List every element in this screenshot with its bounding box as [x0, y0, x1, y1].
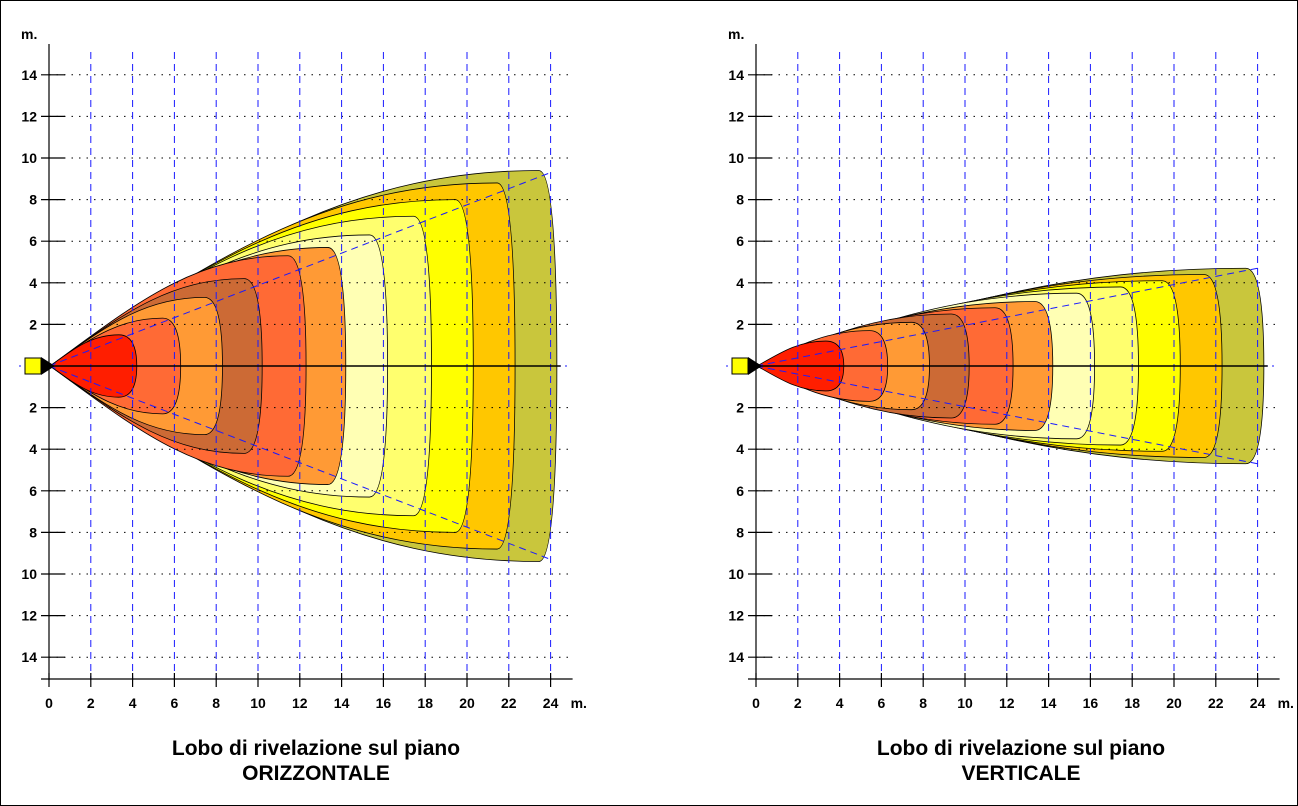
x-tick-label: 4 — [836, 695, 844, 711]
y-tick-label: 4 — [29, 441, 37, 457]
x-tick-label: 2 — [87, 695, 95, 711]
caption-vertical: Lobo di rivelazione sul piano VERTICALE — [746, 736, 1296, 786]
y-tick-label: 10 — [728, 566, 744, 582]
guide-line-upper — [48, 172, 551, 367]
y-tick-label: 12 — [21, 108, 37, 124]
y-tick-label: 8 — [736, 524, 744, 540]
x-tick-label: 14 — [1041, 695, 1057, 711]
x-tick-label: 14 — [334, 695, 350, 711]
y-tick-label: 6 — [736, 483, 744, 499]
sensor-icon — [24, 357, 42, 375]
y-tick-label: 4 — [736, 275, 744, 291]
x-tick-label: 24 — [1250, 695, 1266, 711]
y-tick-label: 8 — [29, 524, 37, 540]
y-tick-label: 4 — [29, 275, 37, 291]
x-tick-label: 18 — [417, 695, 433, 711]
guide-line-lower — [48, 365, 551, 560]
y-tick-label: 10 — [728, 150, 744, 166]
x-tick-label: 10 — [250, 695, 266, 711]
x-tick-label: 6 — [878, 695, 886, 711]
y-axis-unit: m. — [21, 26, 37, 42]
x-tick-label: 2 — [794, 695, 802, 711]
y-tick-label: 8 — [736, 192, 744, 208]
guide-line-lower — [755, 365, 1258, 465]
caption-vertical-title: Lobo di rivelazione sul piano — [876, 737, 1166, 760]
x-tick-label: 20 — [459, 695, 475, 711]
y-tick-label: 2 — [29, 400, 37, 416]
x-tick-label: 22 — [1208, 695, 1224, 711]
caption-horizontal-subtitle: ORIZZONTALE — [242, 762, 390, 785]
y-tick-label: 4 — [736, 441, 744, 457]
y-tick-label: 12 — [21, 608, 37, 624]
caption-vertical-subtitle: VERTICALE — [961, 762, 1081, 785]
sensor-lens-icon — [748, 357, 762, 375]
x-tick-label: 10 — [957, 695, 973, 711]
x-tick-label: 20 — [1166, 695, 1182, 711]
x-axis-unit: m. — [1278, 695, 1294, 711]
x-tick-label: 16 — [1083, 695, 1099, 711]
x-tick-label: 0 — [45, 695, 53, 711]
y-axis-unit: m. — [728, 26, 744, 42]
guide-line-upper — [755, 267, 1258, 367]
x-tick-label: 22 — [501, 695, 517, 711]
y-tick-label: 14 — [728, 67, 744, 83]
y-tick-label: 10 — [21, 566, 37, 582]
caption-horizontal-title: Lobo di rivelazione sul piano — [171, 737, 461, 760]
sensor-lens-icon — [41, 357, 55, 375]
x-tick-label: 8 — [919, 695, 927, 711]
y-tick-label: 6 — [29, 483, 37, 499]
y-tick-label: 14 — [728, 649, 744, 665]
x-tick-label: 6 — [171, 695, 179, 711]
caption-horizontal: Lobo di rivelazione sul piano ORIZZONTAL… — [41, 736, 591, 786]
sensor-icon — [731, 357, 749, 375]
y-tick-label: 12 — [728, 108, 744, 124]
y-tick-label: 6 — [736, 233, 744, 249]
y-tick-label: 10 — [21, 150, 37, 166]
y-tick-label: 14 — [21, 649, 37, 665]
x-tick-label: 0 — [752, 695, 760, 711]
y-tick-label: 8 — [29, 192, 37, 208]
y-tick-label: 2 — [736, 316, 744, 332]
x-axis-unit: m. — [571, 695, 587, 711]
x-tick-label: 12 — [292, 695, 308, 711]
x-tick-label: 18 — [1124, 695, 1140, 711]
x-tick-label: 12 — [999, 695, 1015, 711]
x-tick-label: 24 — [543, 695, 559, 711]
y-tick-label: 6 — [29, 233, 37, 249]
y-tick-label: 12 — [728, 608, 744, 624]
x-tick-label: 8 — [212, 695, 220, 711]
y-tick-label: 14 — [21, 67, 37, 83]
x-tick-label: 4 — [129, 695, 137, 711]
y-tick-label: 2 — [29, 316, 37, 332]
y-tick-label: 2 — [736, 400, 744, 416]
x-tick-label: 16 — [376, 695, 392, 711]
